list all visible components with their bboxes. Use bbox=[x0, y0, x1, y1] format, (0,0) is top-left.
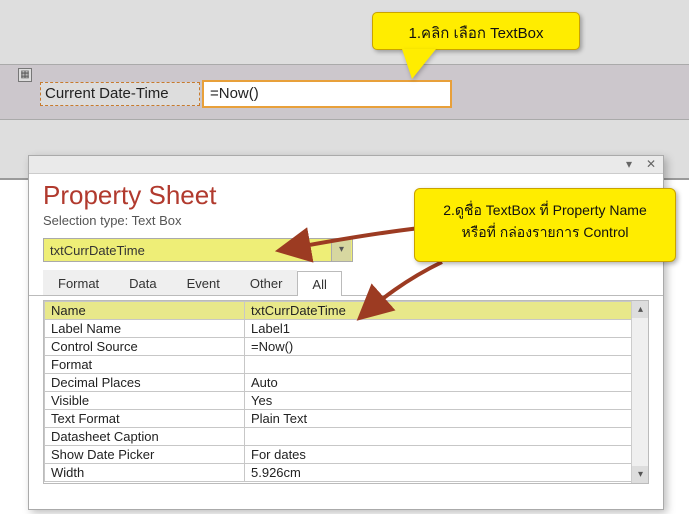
property-row[interactable]: VisibleYes bbox=[45, 392, 648, 410]
property-sheet-titlebar: ▾ ✕ bbox=[29, 156, 663, 174]
property-value-cell[interactable]: Auto bbox=[245, 374, 648, 392]
label-control[interactable]: Current Date-Time bbox=[40, 82, 200, 106]
property-row[interactable]: NametxtCurrDateTime bbox=[45, 302, 648, 320]
scroll-down-icon[interactable]: ▾ bbox=[632, 466, 649, 483]
property-value-cell[interactable]: Yes bbox=[245, 392, 648, 410]
property-row[interactable]: Show Date PickerFor dates bbox=[45, 446, 648, 464]
property-name-cell: Text Format bbox=[45, 410, 245, 428]
property-name-cell: Show Date Picker bbox=[45, 446, 245, 464]
property-value-cell[interactable]: txtCurrDateTime bbox=[245, 302, 648, 320]
selection-type-value: Text Box bbox=[132, 213, 182, 228]
property-name-cell: Name bbox=[45, 302, 245, 320]
property-grid[interactable]: NametxtCurrDateTimeLabel NameLabel1Contr… bbox=[44, 301, 648, 482]
textbox-control[interactable]: =Now() bbox=[202, 80, 452, 108]
control-selector-input[interactable] bbox=[43, 238, 353, 262]
form-design-surface: ▦ Current Date-Time =Now() bbox=[0, 0, 689, 180]
callout-step-2-line1: 2.ดูชื่อ TextBox ที่ Property Name bbox=[423, 199, 667, 221]
property-value-cell[interactable]: 5.926cm bbox=[245, 464, 648, 482]
tab-other[interactable]: Other bbox=[235, 270, 298, 295]
callout-step-2: 2.ดูชื่อ TextBox ที่ Property Name หรือท… bbox=[414, 188, 676, 262]
property-name-cell: Decimal Places bbox=[45, 374, 245, 392]
property-name-cell: Control Source bbox=[45, 338, 245, 356]
tab-event[interactable]: Event bbox=[172, 270, 235, 295]
property-row[interactable]: Format bbox=[45, 356, 648, 374]
property-row[interactable]: Decimal PlacesAuto bbox=[45, 374, 648, 392]
selection-type-prefix: Selection type: bbox=[43, 213, 132, 228]
property-value-cell[interactable] bbox=[245, 356, 648, 374]
property-name-cell: Format bbox=[45, 356, 245, 374]
scroll-up-icon[interactable]: ▴ bbox=[632, 301, 649, 318]
property-row[interactable]: Control Source=Now() bbox=[45, 338, 648, 356]
form-section-marker[interactable]: ▦ bbox=[18, 68, 32, 82]
property-row[interactable]: Datasheet Caption bbox=[45, 428, 648, 446]
property-value-cell[interactable]: Label1 bbox=[245, 320, 648, 338]
control-selector-dropdown-icon[interactable]: ▾ bbox=[331, 239, 351, 261]
property-name-cell: Label Name bbox=[45, 320, 245, 338]
titlebar-dropdown-icon[interactable]: ▾ bbox=[619, 157, 639, 172]
tab-all[interactable]: All bbox=[297, 271, 341, 296]
property-name-cell: Visible bbox=[45, 392, 245, 410]
property-row[interactable]: Text FormatPlain Text bbox=[45, 410, 648, 428]
property-name-cell: Datasheet Caption bbox=[45, 428, 245, 446]
vertical-scrollbar[interactable]: ▴ ▾ bbox=[631, 301, 648, 483]
tab-data[interactable]: Data bbox=[114, 270, 171, 295]
titlebar-close-icon[interactable]: ✕ bbox=[641, 157, 661, 172]
callout-step-1: 1.คลิก เลือก TextBox bbox=[372, 12, 580, 50]
property-value-cell[interactable]: For dates bbox=[245, 446, 648, 464]
property-value-cell[interactable] bbox=[245, 428, 648, 446]
property-value-cell[interactable]: Plain Text bbox=[245, 410, 648, 428]
callout-step-2-line2: หรือที่ กล่องรายการ Control bbox=[423, 221, 667, 243]
property-value-cell[interactable]: =Now() bbox=[245, 338, 648, 356]
property-grid-wrap: NametxtCurrDateTimeLabel NameLabel1Contr… bbox=[43, 300, 649, 484]
callout-step-1-tail bbox=[402, 49, 436, 79]
property-name-cell: Width bbox=[45, 464, 245, 482]
tab-format[interactable]: Format bbox=[43, 270, 114, 295]
property-tabs: FormatDataEventOtherAll bbox=[29, 270, 663, 296]
property-row[interactable]: Label NameLabel1 bbox=[45, 320, 648, 338]
property-row[interactable]: Width5.926cm bbox=[45, 464, 648, 482]
